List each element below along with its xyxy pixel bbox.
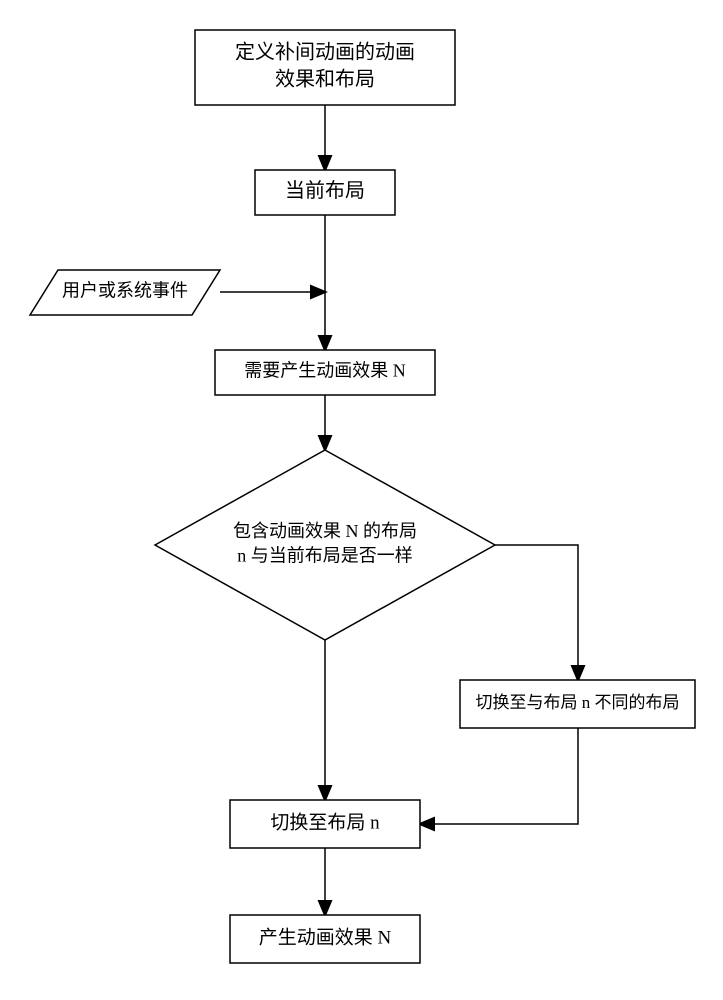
node-label: 当前布局	[285, 179, 365, 202]
node-label: 包含动画效果 N 的布局	[233, 521, 417, 541]
flowchart-canvas: 定义补间动画的动画效果和布局当前布局用户或系统事件需要产生动画效果 N 包含动画效…	[0, 0, 723, 1000]
node-label: 用户或系统事件	[62, 281, 188, 301]
node-label: 产生动画效果 N	[259, 926, 392, 948]
flow-edge-4	[495, 545, 578, 680]
nodes-layer: 定义补间动画的动画效果和布局当前布局用户或系统事件需要产生动画效果 N 包含动画效…	[30, 30, 695, 963]
node-label: n 与当前布局是否一样	[237, 545, 413, 565]
node-label: 切换至布局 n	[270, 811, 380, 833]
flow-edge-6	[420, 728, 578, 824]
node-label: 需要产生动画效果 N	[244, 361, 406, 381]
node-label: 定义补间动画的动画	[235, 41, 415, 64]
node-label: 效果和布局	[275, 68, 375, 91]
node-label: 切换至与布局 n 不同的布局	[476, 693, 680, 712]
